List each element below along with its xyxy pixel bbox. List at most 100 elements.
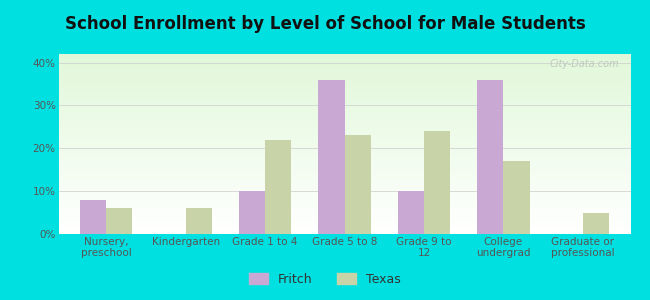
Bar bbox=[58, 179, 630, 180]
Bar bbox=[58, 202, 630, 203]
Bar bbox=[58, 113, 630, 114]
Bar bbox=[58, 223, 630, 224]
Bar bbox=[58, 111, 630, 112]
Bar bbox=[58, 160, 630, 161]
Bar bbox=[58, 118, 630, 119]
Bar bbox=[58, 137, 630, 138]
Bar bbox=[58, 222, 630, 223]
Bar bbox=[58, 124, 630, 125]
Bar bbox=[58, 213, 630, 214]
Bar bbox=[58, 129, 630, 130]
Text: City-Data.com: City-Data.com bbox=[549, 59, 619, 69]
Bar bbox=[58, 144, 630, 145]
Bar bbox=[58, 65, 630, 66]
Bar bbox=[58, 217, 630, 218]
Bar bbox=[58, 185, 630, 186]
Bar bbox=[58, 127, 630, 128]
Bar bbox=[58, 146, 630, 147]
Bar bbox=[58, 174, 630, 175]
Bar bbox=[58, 207, 630, 208]
Bar bbox=[58, 168, 630, 169]
Bar bbox=[58, 77, 630, 78]
Bar bbox=[58, 99, 630, 100]
Bar bbox=[58, 116, 630, 117]
Bar bbox=[58, 97, 630, 98]
Bar bbox=[58, 132, 630, 133]
Bar bbox=[58, 190, 630, 191]
Bar bbox=[58, 225, 630, 226]
Bar bbox=[503, 161, 530, 234]
Bar bbox=[58, 184, 630, 185]
Bar bbox=[424, 131, 450, 234]
Bar bbox=[58, 131, 630, 132]
Bar bbox=[58, 56, 630, 57]
Bar bbox=[58, 110, 630, 111]
Bar bbox=[58, 229, 630, 230]
Bar bbox=[58, 176, 630, 177]
Bar bbox=[58, 81, 630, 82]
Bar bbox=[58, 123, 630, 124]
Bar bbox=[58, 199, 630, 200]
Bar bbox=[58, 142, 630, 143]
Bar bbox=[58, 164, 630, 165]
Bar bbox=[58, 209, 630, 210]
Bar bbox=[58, 227, 630, 228]
Bar bbox=[58, 161, 630, 162]
Bar bbox=[58, 232, 630, 233]
Bar bbox=[58, 172, 630, 173]
Bar bbox=[58, 197, 630, 198]
Bar bbox=[58, 224, 630, 225]
Bar bbox=[58, 221, 630, 222]
Bar bbox=[80, 200, 106, 234]
Bar bbox=[58, 130, 630, 131]
Bar bbox=[58, 133, 630, 134]
Bar bbox=[58, 134, 630, 135]
Bar bbox=[58, 182, 630, 183]
Bar bbox=[318, 80, 344, 234]
Bar bbox=[58, 105, 630, 106]
Bar bbox=[58, 151, 630, 152]
Bar bbox=[58, 140, 630, 141]
Text: School Enrollment by Level of School for Male Students: School Enrollment by Level of School for… bbox=[64, 15, 586, 33]
Bar bbox=[58, 109, 630, 110]
Bar bbox=[58, 187, 630, 188]
Bar bbox=[58, 143, 630, 144]
Bar bbox=[58, 206, 630, 207]
Bar bbox=[58, 181, 630, 182]
Bar bbox=[58, 122, 630, 123]
Bar bbox=[58, 79, 630, 80]
Bar bbox=[58, 196, 630, 197]
Bar bbox=[58, 193, 630, 194]
Bar bbox=[58, 91, 630, 92]
Bar bbox=[583, 213, 609, 234]
Bar bbox=[58, 194, 630, 195]
Bar bbox=[58, 121, 630, 122]
Bar bbox=[58, 70, 630, 71]
Bar bbox=[58, 108, 630, 109]
Bar bbox=[58, 183, 630, 184]
Bar bbox=[58, 200, 630, 201]
Bar bbox=[58, 138, 630, 139]
Bar bbox=[58, 95, 630, 96]
Bar bbox=[58, 162, 630, 163]
Legend: Fritch, Texas: Fritch, Texas bbox=[244, 268, 406, 291]
Bar bbox=[58, 115, 630, 116]
Bar bbox=[58, 94, 630, 95]
Bar bbox=[58, 72, 630, 73]
Bar bbox=[58, 66, 630, 67]
Bar bbox=[58, 57, 630, 58]
Bar bbox=[58, 170, 630, 171]
Bar bbox=[58, 54, 630, 55]
Bar bbox=[58, 228, 630, 229]
Bar bbox=[58, 153, 630, 154]
Bar bbox=[58, 202, 630, 203]
Bar bbox=[58, 177, 630, 178]
Bar bbox=[58, 80, 630, 81]
Bar bbox=[58, 219, 630, 220]
Bar bbox=[58, 148, 630, 149]
Bar bbox=[344, 135, 370, 234]
Bar bbox=[58, 169, 630, 170]
Bar bbox=[398, 191, 424, 234]
Bar bbox=[58, 55, 630, 56]
Bar bbox=[58, 204, 630, 205]
